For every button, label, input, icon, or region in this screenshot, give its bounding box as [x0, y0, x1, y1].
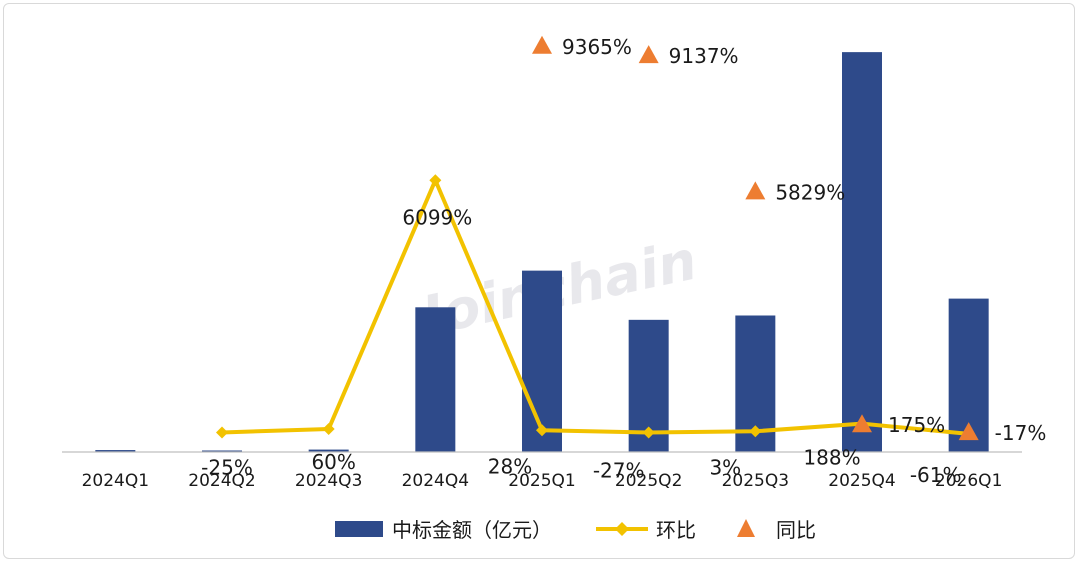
x-tick-2024Q1: 2024Q1 — [82, 471, 149, 491]
bar-series — [95, 52, 989, 452]
triangle-series — [532, 35, 979, 441]
x-tick-2025Q1: 2025Q1 — [508, 471, 575, 491]
line-label-2025Q2: -27% — [593, 459, 645, 483]
line-path-qoq — [221, 178, 969, 436]
x-tick-2024Q4: 2024Q4 — [402, 471, 469, 491]
legend-bar-label: 中标金额（亿元） — [392, 518, 552, 542]
triangle-label-2025Q2: 9137% — [669, 44, 739, 68]
line-label-2025Q3: 3% — [709, 455, 741, 479]
line-label-2024Q2: -25% — [201, 455, 253, 479]
triangle-label-2025Q1: 9365% — [562, 35, 632, 59]
legend-bar-swatch — [335, 521, 383, 537]
x-tick-2024Q3: 2024Q3 — [295, 471, 362, 491]
legend-item-line: 环比 — [596, 518, 696, 542]
line-label-2025Q1: 28% — [488, 454, 532, 478]
x-tick-2026Q1: 2026Q1 — [935, 471, 1002, 491]
x-tick-2025Q3: 2025Q3 — [722, 471, 789, 491]
line-label-2026Q1: -61% — [910, 463, 962, 487]
line-label-2024Q4: 6099% — [402, 205, 472, 229]
x-tick-2024Q2: 2024Q2 — [188, 471, 255, 491]
bar-2024Q1 — [95, 450, 136, 452]
legend-triangle-marker — [737, 519, 755, 537]
bar-2024Q4 — [415, 307, 456, 452]
line-label-2025Q4: 188% — [803, 446, 860, 470]
line-label-2024Q3: 60% — [311, 450, 355, 474]
bar-2024Q3 — [308, 449, 349, 452]
line-marker-2024Q4 — [429, 174, 442, 187]
data-labels: -25% 60% 6099% 28% -27% 3% 188% -61% 9365% 9137% 5… — [201, 35, 1046, 487]
line-marker-2025Q2 — [642, 426, 655, 439]
legend-triangle-label: 同比 — [776, 518, 816, 542]
bar-2025Q1 — [522, 270, 562, 452]
triangle-marker-2026Q1 — [958, 422, 979, 441]
bar-2025Q4 — [842, 52, 882, 452]
line-marker-2024Q2 — [216, 426, 228, 439]
triangle-marker-2025Q2 — [638, 45, 659, 64]
triangle-label-2025Q3: 5829% — [775, 180, 845, 204]
triangle-label-2025Q4: 175% — [888, 413, 945, 437]
legend: 中标金额（亿元） 环比 同比 — [335, 518, 816, 542]
x-tick-labels: 2024Q1 2024Q2 2024Q3 2024Q4 2025Q1 2025Q2 2025… — [82, 471, 1003, 491]
legend-line-label: 环比 — [656, 518, 696, 542]
line-marker-2024Q3 — [322, 422, 335, 435]
x-tick-2025Q2: 2025Q2 — [615, 471, 682, 491]
legend-item-bar: 中标金额（亿元） — [335, 518, 552, 542]
triangle-label-2026Q1: -17% — [995, 421, 1047, 445]
triangle-marker-2025Q3 — [745, 181, 766, 200]
x-tick-2025Q4: 2025Q4 — [828, 471, 895, 491]
line-marker-2025Q3 — [749, 425, 762, 438]
triangle-marker-2025Q4 — [852, 414, 872, 433]
triangle-marker-2025Q1 — [532, 35, 552, 54]
bar-2024Q2 — [202, 450, 242, 452]
legend-line-marker — [615, 522, 629, 536]
legend-item-triangle: 同比 — [737, 518, 816, 542]
line-marker-2025Q1 — [536, 424, 548, 437]
